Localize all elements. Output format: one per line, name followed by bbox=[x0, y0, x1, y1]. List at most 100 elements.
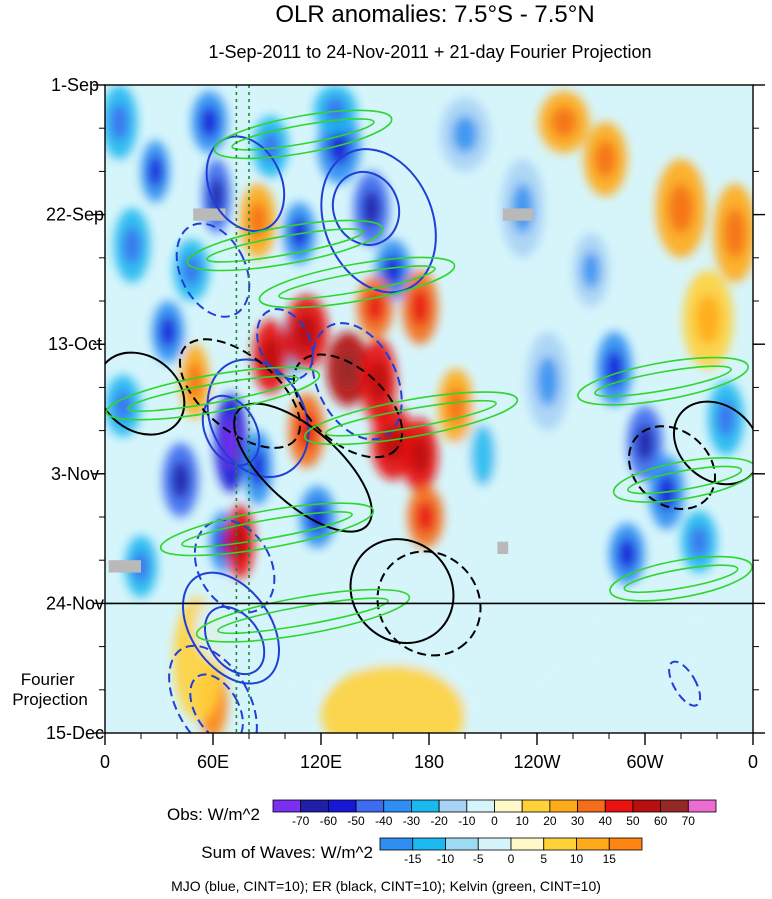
anomaly-core bbox=[551, 106, 577, 138]
er-contour bbox=[376, 550, 482, 657]
colorbar-swatch bbox=[549, 799, 578, 813]
anomaly-core bbox=[324, 97, 347, 123]
y-tick-label: 22-Sep bbox=[46, 205, 104, 225]
footnote: MJO (blue, CINT=10); ER (black, CINT=10)… bbox=[171, 878, 601, 894]
anomaly-core bbox=[537, 356, 559, 406]
colorbar-level-label: 20 bbox=[543, 814, 557, 828]
colorbar-level-label: 15 bbox=[603, 852, 617, 866]
anomaly-core bbox=[200, 106, 219, 138]
anomaly-core bbox=[171, 461, 190, 499]
reference-lines bbox=[235, 85, 250, 733]
colorbar-level-label: -50 bbox=[347, 814, 365, 828]
anomaly-core bbox=[605, 350, 624, 388]
colorbar-swatch bbox=[438, 799, 468, 813]
anomaly-core bbox=[690, 526, 708, 558]
anomaly-core bbox=[261, 131, 280, 163]
plot-area bbox=[105, 85, 753, 733]
projection-label-line-1: Fourier bbox=[21, 670, 75, 689]
mjo-contour bbox=[168, 644, 258, 733]
y-tick-label: 24-Nov bbox=[46, 593, 104, 613]
kelvin-contour-inner bbox=[181, 510, 353, 548]
x-tick-label: 180 bbox=[414, 752, 444, 772]
anomaly-core bbox=[470, 424, 496, 487]
chart-title: OLR anomalies: 7.5°S - 7.5°N bbox=[275, 1, 594, 28]
mjo-contour bbox=[206, 358, 310, 479]
anomaly-core bbox=[337, 350, 359, 388]
missing-data bbox=[108, 208, 534, 573]
kelvin-contour-inner bbox=[206, 228, 364, 263]
mjo-contour bbox=[320, 148, 437, 294]
colorbar-level-label: 50 bbox=[626, 814, 640, 828]
colorbar-swatch bbox=[604, 799, 634, 813]
colorbar-swatch bbox=[632, 799, 662, 813]
anomaly-core bbox=[594, 140, 617, 178]
colorbar-swatch bbox=[477, 837, 512, 851]
colorbar-level-label: 0 bbox=[508, 852, 515, 866]
colorbar-level-label: -30 bbox=[403, 814, 421, 828]
anomaly-core bbox=[618, 538, 636, 570]
kelvin-contour-inner bbox=[325, 399, 497, 437]
anomaly-core bbox=[123, 226, 141, 264]
kelvin-contour-inner bbox=[127, 375, 299, 412]
forecast-cell bbox=[270, 603, 336, 703]
y-tick-label: 15-Dec bbox=[46, 723, 104, 743]
colorbar-level-label: -5 bbox=[473, 852, 484, 866]
forecast-shading bbox=[173, 591, 717, 733]
colorbar-level-label: 30 bbox=[571, 814, 585, 828]
colorbar-level-label: -10 bbox=[437, 852, 455, 866]
anomaly-core bbox=[411, 436, 429, 474]
x-tick-label: 60W bbox=[626, 752, 663, 772]
projection-label: Fourier Projection bbox=[12, 670, 88, 709]
y-tick-label: 1-Sep bbox=[51, 75, 99, 95]
er-contour bbox=[233, 402, 373, 533]
anomaly-core bbox=[717, 399, 735, 437]
er-contour bbox=[292, 353, 404, 459]
colorbar-swatch bbox=[577, 799, 606, 813]
colorbar-level-label: 10 bbox=[516, 814, 530, 828]
forecast-cell bbox=[321, 665, 465, 733]
colorbar-swatch bbox=[521, 799, 551, 813]
mjo-contour bbox=[175, 222, 251, 318]
colorbar-swatch bbox=[300, 799, 329, 813]
x-tick-label: 120E bbox=[300, 752, 342, 772]
kelvin-contour bbox=[258, 256, 456, 309]
kelvin-contour bbox=[159, 502, 375, 557]
er-contour bbox=[178, 338, 302, 449]
colorbar-swatch bbox=[608, 837, 643, 851]
colorbar-level-label: 60 bbox=[654, 814, 668, 828]
colorbar-swatch bbox=[466, 799, 495, 813]
kelvin-contour bbox=[105, 366, 321, 421]
colorbar-level-label: 10 bbox=[570, 852, 584, 866]
colorbar-level-label: -40 bbox=[375, 814, 393, 828]
colorbar-level-label: -70 bbox=[292, 814, 310, 828]
colorbar-swatch bbox=[660, 799, 689, 813]
colorbar-level-label: 5 bbox=[540, 852, 547, 866]
anomaly-core bbox=[416, 501, 435, 533]
forecast-cell bbox=[573, 591, 717, 690]
x-tick-label: 60E bbox=[197, 752, 229, 772]
mjo-contour bbox=[189, 673, 244, 733]
colorbar-swatch bbox=[576, 837, 610, 851]
waves-colorbar: -15 -10 -5 0 5 10 15 bbox=[379, 837, 643, 866]
colorbar-swatch bbox=[494, 799, 523, 813]
colorbar-level-label: 0 bbox=[491, 814, 498, 828]
colorbar-swatch bbox=[543, 837, 577, 851]
colorbar-level-label: -15 bbox=[404, 852, 422, 866]
anomaly-core bbox=[384, 254, 402, 286]
kelvin-contour bbox=[577, 356, 749, 406]
kelvin-contour-inner bbox=[627, 465, 743, 495]
er-contour bbox=[105, 351, 186, 436]
y-tick-label: 13-Oct bbox=[48, 334, 102, 354]
y-tick-label: 3-Nov bbox=[51, 464, 99, 484]
waves-colorbar-label: Sum of Waves: W/m^2 bbox=[201, 843, 373, 862]
kelvin-contour-inner bbox=[217, 597, 389, 635]
x-tick-label: 120W bbox=[513, 752, 560, 772]
kelvin-contour bbox=[195, 588, 411, 643]
kelvin-contour bbox=[612, 457, 753, 503]
colorbar-swatch bbox=[687, 799, 717, 813]
colorbar-swatch bbox=[412, 837, 446, 851]
er-contour bbox=[349, 538, 455, 645]
anomaly-core bbox=[209, 177, 224, 215]
colorbar-swatch bbox=[510, 837, 545, 851]
